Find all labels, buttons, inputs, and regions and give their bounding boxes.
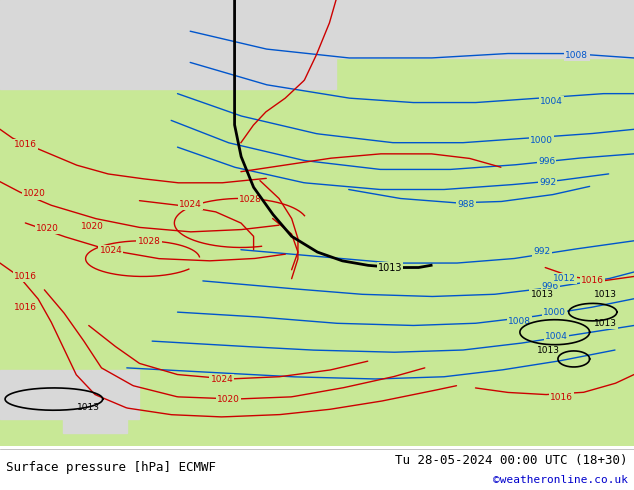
Text: 1020: 1020 bbox=[36, 224, 59, 233]
Text: 1013: 1013 bbox=[537, 345, 560, 355]
Text: 1016: 1016 bbox=[14, 141, 37, 149]
Text: 1013: 1013 bbox=[594, 319, 617, 328]
Text: 1020: 1020 bbox=[217, 395, 240, 404]
Text: ©weatheronline.co.uk: ©weatheronline.co.uk bbox=[493, 475, 628, 485]
Text: 996: 996 bbox=[538, 157, 555, 166]
Text: 1012: 1012 bbox=[553, 274, 576, 283]
Text: 1013: 1013 bbox=[594, 290, 617, 299]
Text: 992: 992 bbox=[539, 178, 557, 187]
Text: 1016: 1016 bbox=[14, 303, 37, 312]
Text: 1000: 1000 bbox=[530, 136, 553, 145]
Text: 1013: 1013 bbox=[378, 264, 402, 273]
Text: 1004: 1004 bbox=[545, 332, 568, 341]
Polygon shape bbox=[0, 0, 634, 446]
Polygon shape bbox=[63, 384, 127, 433]
Text: 1024: 1024 bbox=[179, 200, 202, 209]
Polygon shape bbox=[336, 0, 634, 58]
Text: 1004: 1004 bbox=[540, 97, 563, 106]
Text: 992: 992 bbox=[533, 247, 551, 256]
Text: 1008: 1008 bbox=[566, 51, 588, 60]
Text: Surface pressure [hPa] ECMWF: Surface pressure [hPa] ECMWF bbox=[6, 461, 216, 473]
Text: 1024: 1024 bbox=[100, 246, 122, 255]
Text: 1016: 1016 bbox=[14, 272, 37, 281]
Polygon shape bbox=[0, 370, 139, 419]
Text: 1028: 1028 bbox=[138, 237, 160, 246]
Text: 996: 996 bbox=[541, 282, 559, 291]
Text: 988: 988 bbox=[457, 200, 475, 209]
Text: 1013: 1013 bbox=[77, 403, 100, 413]
Text: 1028: 1028 bbox=[239, 195, 262, 204]
Text: 1013: 1013 bbox=[531, 290, 553, 299]
Text: 1024: 1024 bbox=[210, 375, 233, 385]
Text: 1016: 1016 bbox=[581, 275, 604, 285]
Text: Tu 28-05-2024 00:00 UTC (18+30): Tu 28-05-2024 00:00 UTC (18+30) bbox=[395, 454, 628, 466]
Text: 1020: 1020 bbox=[81, 222, 103, 231]
Polygon shape bbox=[0, 0, 336, 89]
Text: 1020: 1020 bbox=[23, 190, 46, 198]
Text: 1000: 1000 bbox=[543, 308, 566, 317]
Text: 1016: 1016 bbox=[550, 393, 573, 402]
Text: 1008: 1008 bbox=[508, 318, 531, 326]
